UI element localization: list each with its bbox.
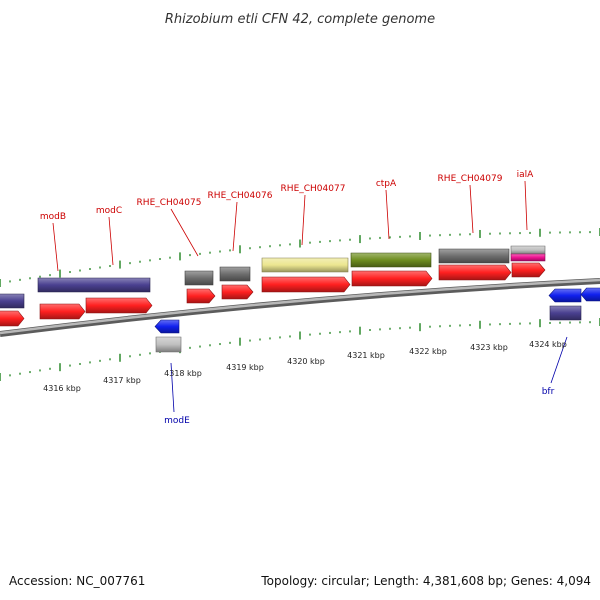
tick-track-top bbox=[0, 228, 600, 287]
gene-feature bbox=[438, 248, 510, 264]
gene-label: ctpA bbox=[376, 179, 397, 189]
tick-track-bottom bbox=[0, 318, 600, 381]
genome-info-text: Topology: circular; Length: 4,381,608 bp… bbox=[261, 574, 591, 588]
label-leaders bbox=[52, 180, 568, 413]
gene-label: modC bbox=[96, 206, 122, 216]
kbp-label: 4320 kbp bbox=[287, 357, 325, 366]
gene-label: RHE_CH04075 bbox=[137, 198, 202, 208]
accession-text: Accession: NC_007761 bbox=[9, 574, 146, 588]
gene-feature bbox=[548, 288, 582, 303]
gene-label: RHE_CH04079 bbox=[438, 174, 503, 184]
gene-feature bbox=[261, 276, 351, 293]
gene-feature bbox=[0, 293, 25, 309]
gene-label: RHE_CH04076 bbox=[208, 191, 273, 201]
gene-feature bbox=[549, 305, 582, 321]
kbp-label: 4324 kbp bbox=[529, 340, 567, 349]
gene-feature bbox=[261, 257, 349, 273]
gene-feature bbox=[350, 252, 432, 268]
gene-feature bbox=[155, 336, 182, 353]
map-title: Rhizobium etli CFN 42, complete genome bbox=[165, 12, 435, 27]
gene-label: RHE_CH04077 bbox=[281, 184, 346, 194]
leader-line bbox=[385, 189, 390, 240]
gene-feature bbox=[221, 284, 254, 300]
leader-line bbox=[108, 216, 114, 266]
leader-line bbox=[550, 336, 568, 384]
gene-feature bbox=[438, 264, 512, 281]
gene-label: ialA bbox=[517, 170, 535, 180]
leader-line bbox=[170, 208, 199, 257]
gene-feature bbox=[85, 297, 153, 314]
leader-line bbox=[301, 194, 306, 246]
gene-feature bbox=[154, 319, 180, 334]
gene-feature bbox=[511, 262, 546, 278]
gene-feature bbox=[219, 266, 251, 282]
leader-line bbox=[170, 362, 175, 413]
gene-feature bbox=[510, 245, 546, 255]
gene-feature bbox=[184, 270, 214, 286]
leader-line bbox=[469, 184, 474, 234]
kbp-label: 4316 kbp bbox=[43, 384, 81, 393]
gene-feature bbox=[580, 287, 600, 302]
leader-line bbox=[52, 222, 59, 272]
kbp-label: 4318 kbp bbox=[164, 369, 202, 378]
kbp-label: 4322 kbp bbox=[409, 347, 447, 356]
label-layer: 4316 kbp 4317 kbp 4318 kbp 4319 kbp 4320 kbp… bbox=[40, 170, 567, 426]
leader-line bbox=[524, 180, 528, 231]
gene-feature bbox=[351, 270, 433, 287]
kbp-label: 4317 kbp bbox=[103, 376, 141, 385]
gene-label: modE bbox=[164, 416, 190, 426]
gene-feature bbox=[39, 303, 86, 320]
gene-feature bbox=[0, 310, 25, 327]
feature-layer bbox=[0, 245, 600, 353]
kbp-label: 4321 kbp bbox=[347, 351, 385, 360]
gene-feature bbox=[186, 288, 216, 304]
kbp-label: 4319 kbp bbox=[226, 363, 264, 372]
gene-feature bbox=[37, 277, 151, 293]
gene-feature bbox=[510, 253, 546, 262]
genome-backbone bbox=[0, 278, 600, 335]
gene-label: modB bbox=[40, 212, 66, 222]
gene-label: bfr bbox=[542, 387, 555, 397]
kbp-label: 4323 kbp bbox=[470, 343, 508, 352]
leader-line bbox=[232, 201, 238, 252]
